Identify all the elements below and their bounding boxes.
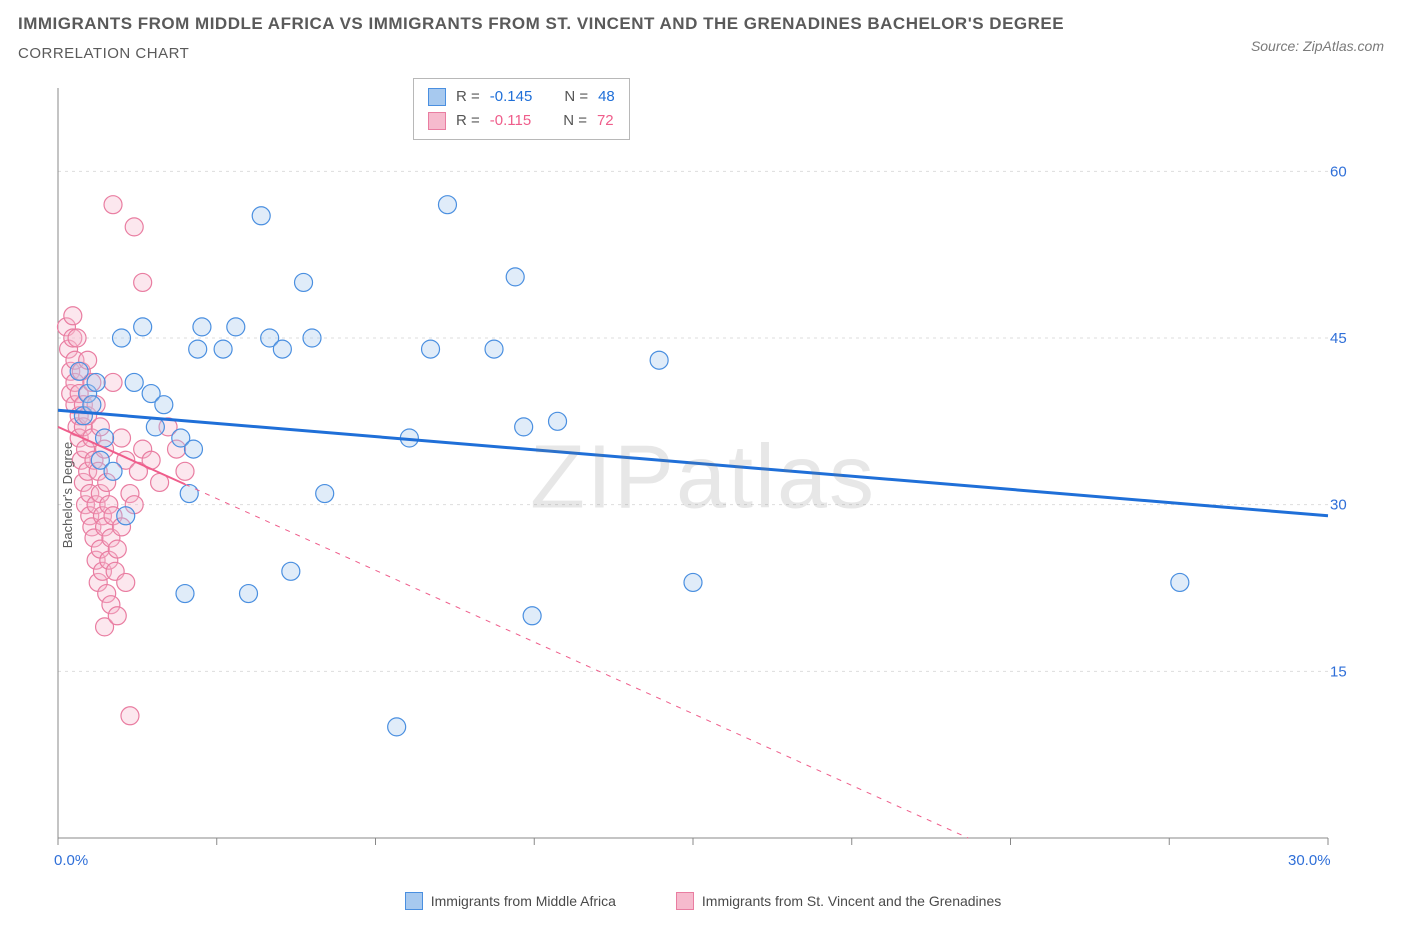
data-point: [134, 318, 152, 336]
data-point: [193, 318, 211, 336]
data-point: [104, 373, 122, 391]
source-name: ZipAtlas.com: [1303, 38, 1384, 54]
chart-header: IMMIGRANTS FROM MIDDLE AFRICA VS IMMIGRA…: [0, 0, 1406, 62]
stats-row: R = -0.115 N = 72: [428, 109, 615, 133]
data-point: [650, 351, 668, 369]
data-point: [184, 440, 202, 458]
legend-swatch: [676, 892, 694, 910]
stat-r-label: R =: [456, 109, 480, 133]
legend-swatch: [428, 112, 446, 130]
stat-n-label: N =: [564, 85, 588, 109]
y-tick-label: 30.0%: [1330, 497, 1348, 514]
y-axis-label: Bachelor's Degree: [60, 442, 75, 549]
data-point: [155, 396, 173, 414]
data-point: [117, 507, 135, 525]
source-prefix: Source:: [1251, 38, 1303, 54]
data-point: [64, 307, 82, 325]
x-axis-max-label: 30.0%: [1288, 852, 1331, 869]
data-point: [125, 373, 143, 391]
stat-n-label: N =: [563, 109, 587, 133]
data-point: [273, 340, 291, 358]
data-point: [108, 540, 126, 558]
legend-label: Immigrants from Middle Africa: [431, 893, 616, 909]
stat-r-value: -0.115: [490, 109, 531, 133]
data-point: [125, 218, 143, 236]
data-point: [189, 340, 207, 358]
chart-subtitle: CORRELATION CHART: [18, 45, 1388, 62]
chart-title: IMMIGRANTS FROM MIDDLE AFRICA VS IMMIGRA…: [18, 10, 1388, 37]
y-tick-label: 15.0%: [1330, 663, 1348, 680]
legend-item: Immigrants from St. Vincent and the Gren…: [676, 892, 1001, 910]
data-point: [515, 418, 533, 436]
source-attribution: Source: ZipAtlas.com: [1251, 38, 1384, 54]
legend-swatch: [428, 88, 446, 106]
legend-item: Immigrants from Middle Africa: [405, 892, 616, 910]
legend-bottom: Immigrants from Middle Africa Immigrants …: [18, 892, 1388, 910]
data-point: [485, 340, 503, 358]
stat-r-value: -0.145: [490, 85, 533, 109]
data-point: [83, 396, 101, 414]
data-point: [146, 418, 164, 436]
data-point: [104, 196, 122, 214]
correlation-stats-box: R = -0.145 N = 48 R = -0.115 N = 72: [413, 78, 630, 140]
data-point: [134, 273, 152, 291]
data-point: [422, 340, 440, 358]
data-point: [684, 573, 702, 591]
scatter-plot: 15.0% 30.0% 45.0% 60.0%: [18, 78, 1348, 878]
data-point: [303, 329, 321, 347]
stat-r-label: R =: [456, 85, 480, 109]
stat-n-value: 72: [597, 109, 614, 133]
data-point: [316, 485, 334, 503]
data-point: [214, 340, 232, 358]
x-axis-min-label: 0.0%: [54, 852, 88, 869]
data-point: [227, 318, 245, 336]
data-point: [176, 462, 194, 480]
data-point: [523, 607, 541, 625]
data-point: [121, 707, 139, 725]
data-point: [117, 573, 135, 591]
trend-line-extrapolated: [185, 484, 968, 838]
data-point: [240, 585, 258, 603]
data-point: [549, 412, 567, 430]
data-point: [113, 329, 131, 347]
trend-line: [58, 410, 1328, 516]
data-point: [506, 268, 524, 286]
data-point: [388, 718, 406, 736]
data-point: [282, 562, 300, 580]
data-point: [87, 373, 105, 391]
data-point: [295, 273, 313, 291]
data-point: [176, 585, 194, 603]
chart-area: Bachelor's Degree ZIPatlas 15.0%30.0%45.…: [18, 78, 1388, 912]
data-point: [180, 485, 198, 503]
data-point: [252, 207, 270, 225]
data-point: [108, 607, 126, 625]
stats-row: R = -0.145 N = 48: [428, 85, 615, 109]
y-tick-label: 60.0%: [1330, 163, 1348, 180]
data-point: [1171, 573, 1189, 591]
data-point: [104, 462, 122, 480]
legend-label: Immigrants from St. Vincent and the Gren…: [702, 893, 1001, 909]
data-point: [70, 362, 88, 380]
stat-n-value: 48: [598, 85, 615, 109]
y-tick-label: 45.0%: [1330, 330, 1348, 347]
data-point: [113, 429, 131, 447]
data-point: [68, 329, 86, 347]
legend-swatch: [405, 892, 423, 910]
data-point: [438, 196, 456, 214]
